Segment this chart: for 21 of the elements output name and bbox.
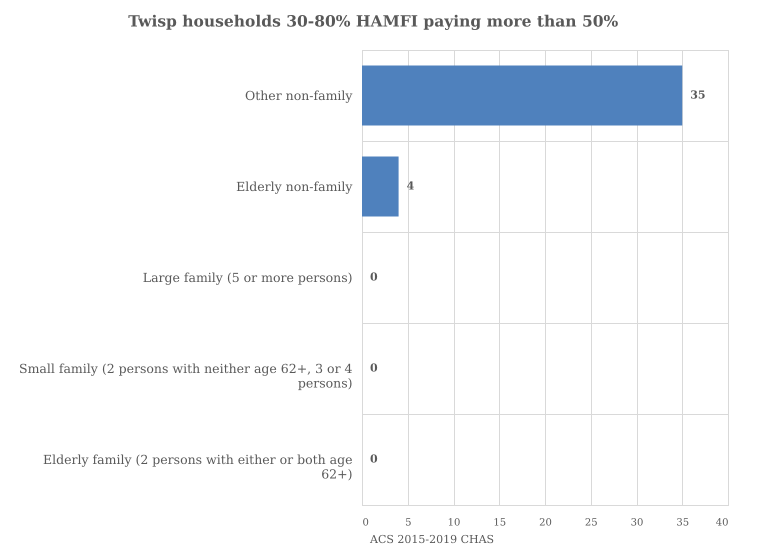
data-label: 35 — [690, 88, 706, 102]
x-tick-label: 15 — [493, 518, 506, 528]
x-tick-label: 25 — [584, 518, 598, 528]
data-label: 0 — [370, 270, 378, 284]
x-tick-label: 5 — [405, 518, 412, 528]
data-label: 0 — [370, 452, 378, 466]
y-tick-label: Small family (2 persons with neither age 62+, 3 or 4 persons) — [19, 361, 353, 390]
x-tick-label: 20 — [539, 518, 552, 528]
x-tick-label: 40 — [716, 518, 728, 528]
y-tick-label: Other non-family — [244, 88, 354, 103]
y-tick-label: Large family (5 or more persons) — [142, 270, 352, 285]
data-label: 0 — [370, 362, 378, 374]
text: ACS 2015-2019 CHAS — [369, 533, 494, 546]
y-tick-label: Elderly non-family — [236, 179, 354, 194]
x-tick-label: 0 — [362, 518, 369, 528]
data-label: 4 — [406, 180, 415, 192]
x-tick-label: 30 — [630, 518, 644, 528]
x-tick-label: 35 — [676, 518, 690, 528]
chart-title: Twisp households 30-80% HAMFI paying more than 50% — [128, 12, 619, 30]
y-tick-label: Elderly family (2 persons with either or both age 62+) — [42, 452, 352, 482]
x-tick-label: 10 — [448, 518, 460, 528]
